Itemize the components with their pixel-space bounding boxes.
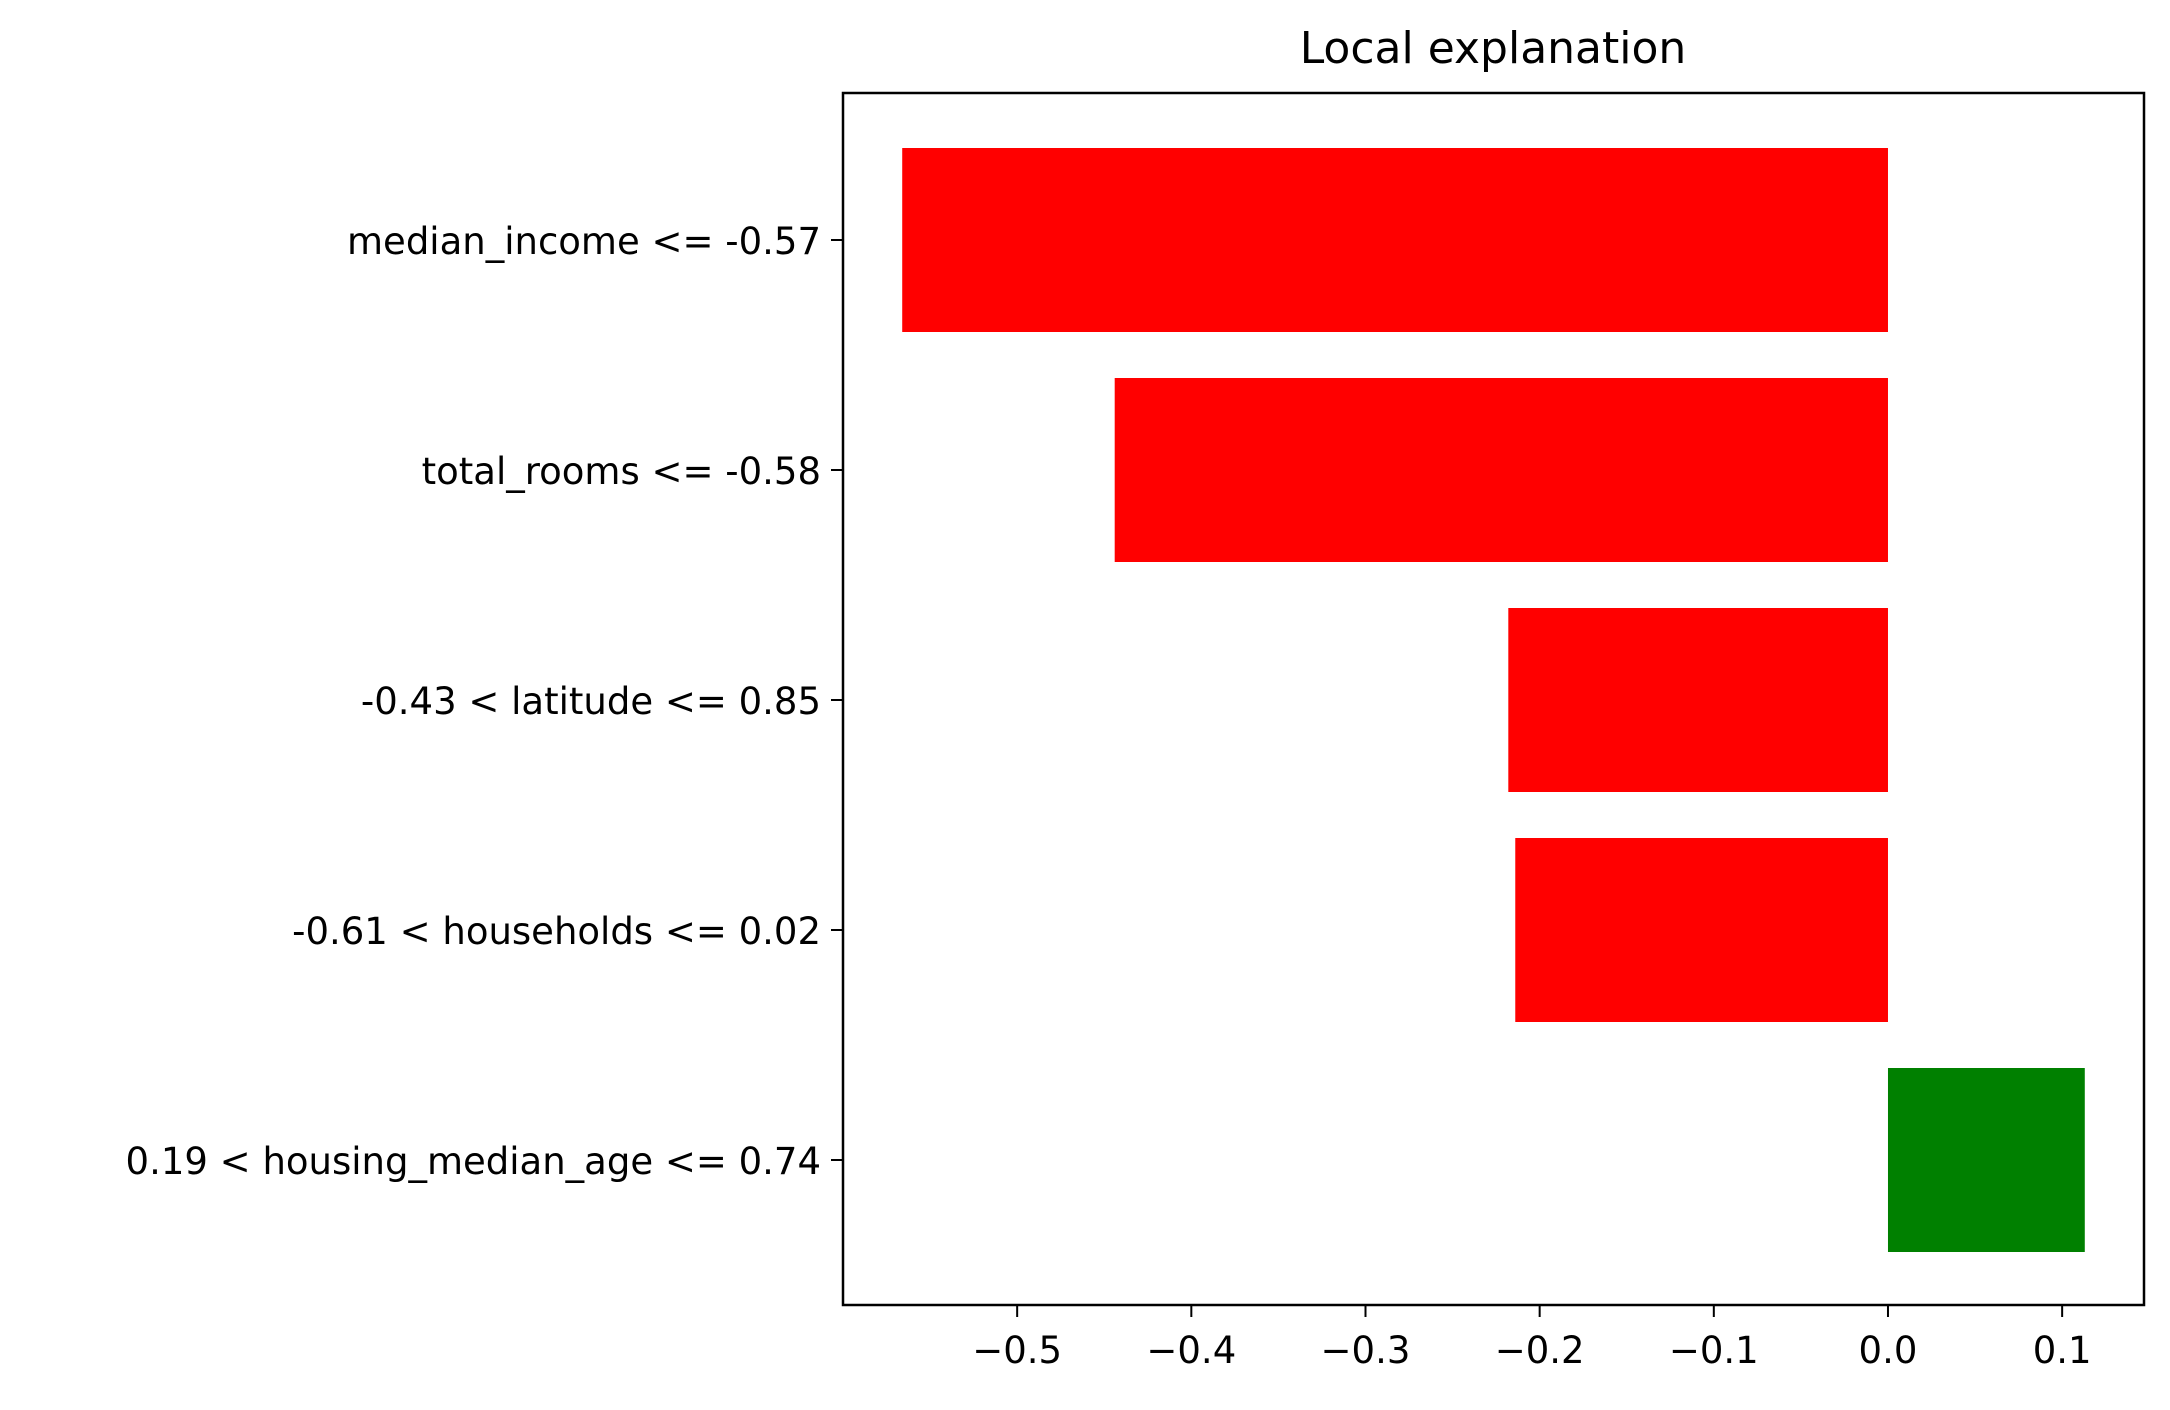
y-tick-label: 0.19 < housing_median_age <= 0.74 bbox=[126, 1140, 821, 1183]
x-tick-label: −0.3 bbox=[1321, 1329, 1411, 1372]
y-axis: median_income <= -0.57 total_rooms <= -0.… bbox=[126, 220, 843, 1183]
x-tick-label: −0.1 bbox=[1669, 1329, 1759, 1372]
plot-frame bbox=[841, 91, 2146, 1307]
bar-0 bbox=[902, 148, 1888, 332]
x-tick-label: 0.1 bbox=[2033, 1329, 2092, 1372]
bar-4 bbox=[1887, 1068, 2085, 1252]
bar-1 bbox=[1114, 378, 1888, 562]
y-tick-label: total_rooms <= -0.58 bbox=[422, 450, 821, 493]
y-tick-label: -0.43 < latitude <= 0.85 bbox=[361, 680, 821, 723]
bar-2 bbox=[1508, 608, 1888, 792]
bars-layer bbox=[902, 148, 2085, 1252]
x-tick-label: −0.4 bbox=[1146, 1329, 1236, 1372]
y-tick-label: -0.61 < households <= 0.02 bbox=[292, 910, 821, 953]
y-tick-label: median_income <= -0.57 bbox=[347, 220, 821, 263]
x-tick-label: −0.2 bbox=[1495, 1329, 1585, 1372]
x-tick-label: 0.0 bbox=[1859, 1329, 1918, 1372]
x-axis: −0.5 −0.4 −0.3 −0.2 −0.1 0.0 0.1 bbox=[972, 1305, 2092, 1372]
x-tick-label: −0.5 bbox=[972, 1329, 1062, 1372]
bar-3 bbox=[1515, 838, 1888, 1022]
chart-title: Local explanation bbox=[1300, 23, 1687, 74]
